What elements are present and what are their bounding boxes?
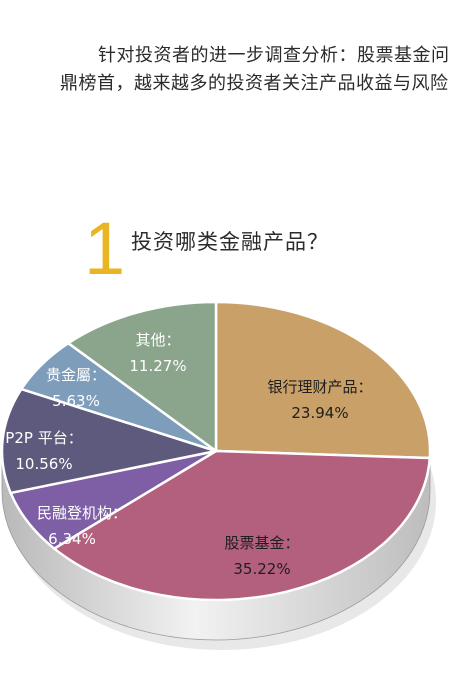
slice-label-other: 其他：: [135, 331, 180, 349]
slice-label-stock-fund: 股票基金：: [224, 534, 299, 552]
slice-value-other: 11.27%: [129, 357, 186, 375]
slice-value-p2p: 10.56%: [15, 455, 72, 473]
slice-value-private-finance: 6.34%: [48, 530, 96, 548]
slice-label-bank-wealth: 银行理财产品：: [267, 378, 372, 396]
question-number: 1: [84, 207, 126, 290]
slice-value-stock-fund: 35.22%: [233, 560, 290, 578]
question-title: 投资哪类金融产品？: [131, 230, 329, 254]
slice-label-private-finance: 民融登机构：: [37, 504, 127, 522]
pie-slices: [0, 300, 432, 602]
slice-value-bank-wealth: 23.94%: [291, 404, 348, 422]
slice-label-p2p: P2P 平台：: [5, 429, 82, 447]
pie-slice-bank-wealth: [214, 300, 432, 460]
pie-slice-p2p: [0, 387, 218, 495]
pie-slice-stock-fund: [52, 449, 432, 602]
pie-slice-other: [67, 300, 218, 453]
pie-labels: 银行理财产品： 23.94% 股票基金： 35.22% 民融登机构： 6.34% P2P 平…: [5, 331, 372, 578]
slice-value-precious-metal: 5.63%: [52, 392, 100, 410]
slice-label-precious-metal: 贵金屬：: [46, 366, 106, 384]
intro-text: 针对投资者的进一步调查分析：股票基金问鼎榜首，越来越多的投资者关注产品收益与风险: [60, 45, 450, 94]
